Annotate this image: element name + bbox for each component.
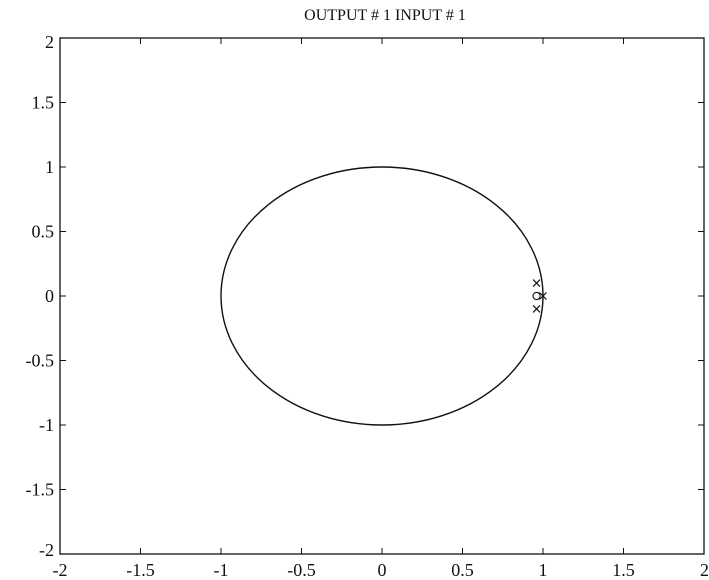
pole-stroke	[532, 279, 541, 288]
y-tick-label: 1.5	[32, 93, 55, 113]
y-tick-label: -1	[39, 415, 54, 435]
pole-marker	[532, 304, 541, 313]
y-tick-label: -2	[39, 540, 54, 560]
unit-circle-layer	[220, 166, 544, 426]
axis-ticks	[59, 37, 705, 555]
x-tick-label: 1	[539, 560, 548, 580]
markers-layer	[532, 279, 547, 313]
unit-circle	[220, 166, 544, 426]
x-tick-label: -2	[53, 560, 68, 580]
plot-frame	[59, 37, 705, 555]
pole-stroke	[539, 292, 547, 300]
y-tick-label: 2	[45, 32, 54, 52]
y-tick-label: -0.5	[26, 351, 55, 371]
x-tick-label: -1	[214, 560, 229, 580]
x-tick-label: 0	[378, 560, 387, 580]
zero-marker	[532, 291, 541, 301]
y-tick-label: 1	[45, 157, 54, 177]
y-tick-label: -1.5	[26, 480, 55, 500]
x-tick-label: 0.5	[451, 560, 474, 580]
pole-marker	[539, 292, 547, 300]
x-tick-label: -1.5	[126, 560, 155, 580]
x-tick-label: -0.5	[287, 560, 316, 580]
pole-marker	[532, 279, 541, 288]
x-tick-label: 2	[700, 560, 709, 580]
y-axis-tick-labels: 2 1.5 1 0.5 0 -0.5 -1 -1.5 -2	[26, 32, 55, 560]
y-tick-label: 0	[45, 286, 54, 306]
x-tick-label: 1.5	[612, 560, 635, 580]
chart-title: OUTPUT # 1 INPUT # 1	[304, 7, 466, 24]
x-axis-tick-labels: -2 -1.5 -1 -0.5 0 0.5 1 1.5 2	[53, 560, 709, 580]
y-tick-label: 0.5	[32, 222, 55, 242]
pole-stroke	[532, 304, 541, 313]
